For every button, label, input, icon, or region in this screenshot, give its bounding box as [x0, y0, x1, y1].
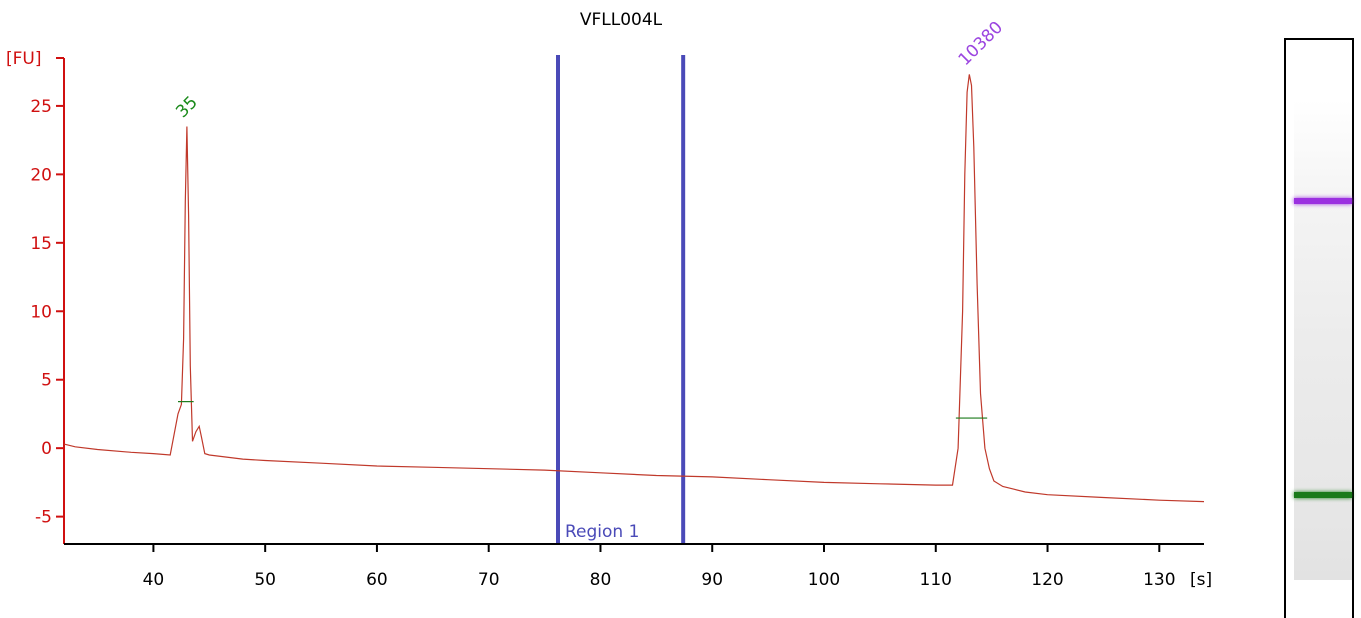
- x-tick-label: 60: [366, 570, 388, 590]
- trace-line: [63, 74, 1205, 503]
- y-tick-label: -5: [35, 508, 52, 528]
- y-tick-label: 20: [30, 165, 52, 185]
- peak-label: 35: [172, 93, 201, 122]
- x-tick-label: 130: [1143, 570, 1175, 590]
- gel-band: [1294, 492, 1352, 499]
- x-tick-label: 110: [920, 570, 952, 590]
- gel-lane: [1294, 40, 1352, 580]
- x-tick-label: 70: [478, 570, 500, 590]
- x-tick-label: 40: [143, 570, 165, 590]
- gel-image-panel: [1284, 38, 1354, 618]
- x-tick-label: 120: [1031, 570, 1063, 590]
- region-markers: [556, 55, 686, 544]
- y-tick-label: 25: [30, 97, 52, 117]
- trace-group: [63, 74, 1205, 503]
- peak-label: 10380: [955, 18, 1007, 70]
- region-label: Region 1: [565, 522, 639, 542]
- y-tick-label: 0: [41, 439, 52, 459]
- y-tick-label: 15: [30, 234, 52, 254]
- peak-baselines: [178, 401, 988, 419]
- gel-band: [1294, 198, 1352, 204]
- x-tick-label: 80: [590, 570, 612, 590]
- y-axis-label: [FU]: [6, 49, 42, 69]
- x-tick-label: 50: [254, 570, 276, 590]
- peak-labels: 35 10380: [172, 18, 1007, 122]
- chart-title: VFLL004L: [580, 10, 663, 30]
- x-tick-label: 90: [701, 570, 723, 590]
- y-tick-label: 5: [41, 371, 52, 391]
- x-axis-label: [s]: [1190, 570, 1212, 590]
- x-tick-label: 100: [808, 570, 840, 590]
- axes: -5 0 5 10 15 20 25 40 50 60 70 80 90 100 110 120 130: [30, 57, 1204, 590]
- y-tick-label: 10: [30, 302, 52, 322]
